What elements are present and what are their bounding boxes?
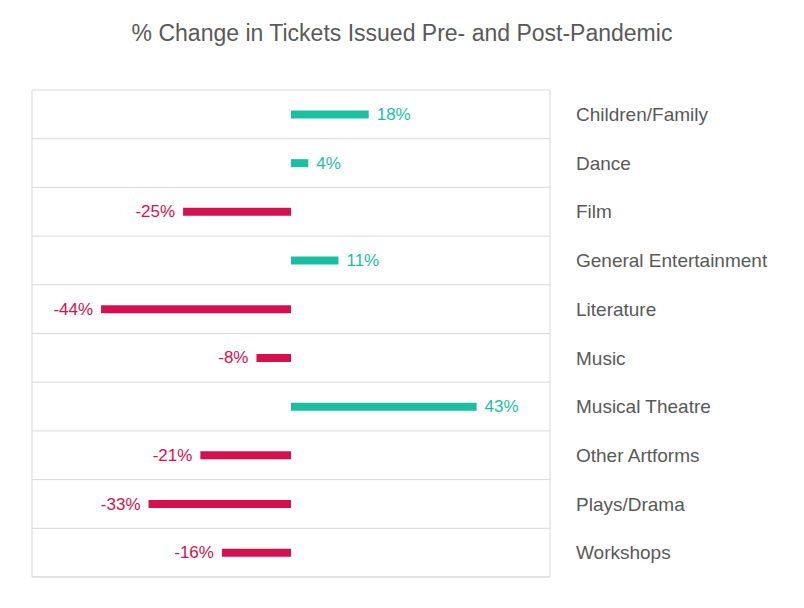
svg-text:General Entertainment: General Entertainment	[576, 250, 768, 271]
svg-text:18%: 18%	[377, 105, 411, 124]
svg-text:-21%: -21%	[153, 446, 193, 465]
svg-text:-16%: -16%	[174, 543, 214, 562]
html-text:% Change in Tickets Issued Pre: % Change in Tickets Issued Pre- and Post…	[131, 20, 673, 46]
svg-text:11%: 11%	[346, 251, 379, 270]
svg-text:Children/Family: Children/Family	[576, 104, 708, 125]
svg-text:-25%: -25%	[135, 202, 175, 221]
svg-text:Music: Music	[576, 348, 626, 369]
svg-text:43%: 43%	[485, 397, 519, 416]
svg-text:-8%: -8%	[218, 348, 248, 367]
svg-text:Other Artforms: Other Artforms	[576, 445, 700, 466]
svg-text:Workshops: Workshops	[576, 542, 671, 563]
svg-text:Plays/Drama: Plays/Drama	[576, 494, 685, 515]
svg-text:-44%: -44%	[53, 300, 93, 319]
svg-text:-33%: -33%	[101, 495, 141, 514]
svg-text:Film: Film	[576, 201, 612, 222]
svg-text:4%: 4%	[316, 154, 341, 173]
svg-text:Musical Theatre: Musical Theatre	[576, 396, 711, 417]
svg-text:Dance: Dance	[576, 153, 631, 174]
svg-text:Literature: Literature	[576, 299, 656, 320]
